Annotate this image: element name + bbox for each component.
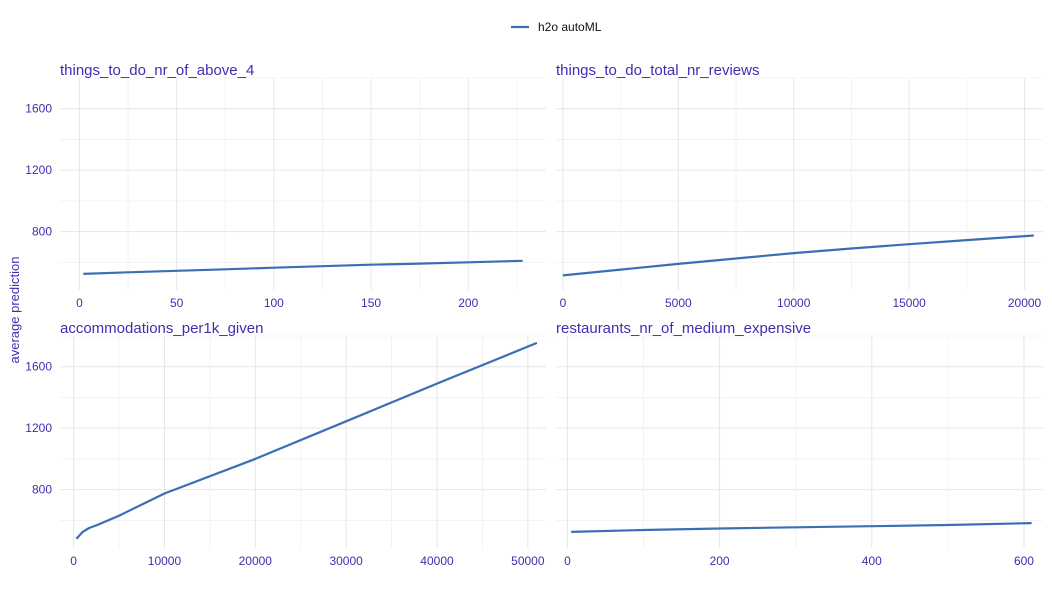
y-axis-label: average prediction xyxy=(7,257,22,364)
x-tick-label: 200 xyxy=(710,554,730,568)
panel-title: accommodations_per1k_given xyxy=(60,320,263,337)
facet-panel: 800 1200 1600 0 50 100 150 200 things_to_do_nr_o… xyxy=(25,62,546,310)
facet-panel: 0 200 400 600 restaurants_nr_of_medium_expen… xyxy=(556,320,1043,568)
x-tick-label: 20000 xyxy=(1008,296,1042,310)
facet-panel: 800 1200 1600 0 10000 20000 30000 40000 50000 acc… xyxy=(25,320,546,568)
series-line xyxy=(76,343,537,539)
panel-title: things_to_do_total_nr_reviews xyxy=(556,62,759,79)
facet-panel: 0 5000 10000 15000 20000 things_to_do_total_n… xyxy=(556,62,1043,310)
x-tick-label: 40000 xyxy=(420,554,454,568)
x-tick-label: 50 xyxy=(170,296,184,310)
y-tick-label: 800 xyxy=(32,225,52,239)
x-tick-label: 50000 xyxy=(511,554,545,568)
y-tick-label: 1600 xyxy=(25,360,52,374)
y-tick-label: 800 xyxy=(32,483,52,497)
x-tick-label: 10000 xyxy=(777,296,811,310)
x-tick-label: 15000 xyxy=(892,296,926,310)
x-tick-label: 100 xyxy=(264,296,284,310)
facet-panels: 800 1200 1600 0 50 100 150 200 things_to_do_nr_o… xyxy=(25,62,1043,568)
panel-title: restaurants_nr_of_medium_expensive xyxy=(556,320,811,337)
legend: h2o autoML xyxy=(511,20,602,34)
y-tick-label: 1600 xyxy=(25,102,52,116)
x-tick-label: 0 xyxy=(564,554,571,568)
x-tick-label: 0 xyxy=(76,296,83,310)
x-tick-label: 20000 xyxy=(239,554,273,568)
x-tick-label: 200 xyxy=(458,296,478,310)
x-tick-label: 0 xyxy=(70,554,77,568)
series-line xyxy=(563,236,1034,276)
x-tick-label: 30000 xyxy=(329,554,363,568)
x-tick-label: 600 xyxy=(1014,554,1034,568)
series-line xyxy=(83,261,522,274)
y-tick-label: 1200 xyxy=(25,163,52,177)
series-line xyxy=(571,523,1031,532)
x-tick-label: 400 xyxy=(862,554,882,568)
x-tick-label: 150 xyxy=(361,296,381,310)
x-tick-label: 10000 xyxy=(148,554,182,568)
y-tick-label: 1200 xyxy=(25,421,52,435)
x-tick-label: 5000 xyxy=(665,296,692,310)
x-tick-label: 0 xyxy=(560,296,567,310)
legend-label: h2o autoML xyxy=(538,20,602,34)
panel-title: things_to_do_nr_of_above_4 xyxy=(60,62,254,79)
